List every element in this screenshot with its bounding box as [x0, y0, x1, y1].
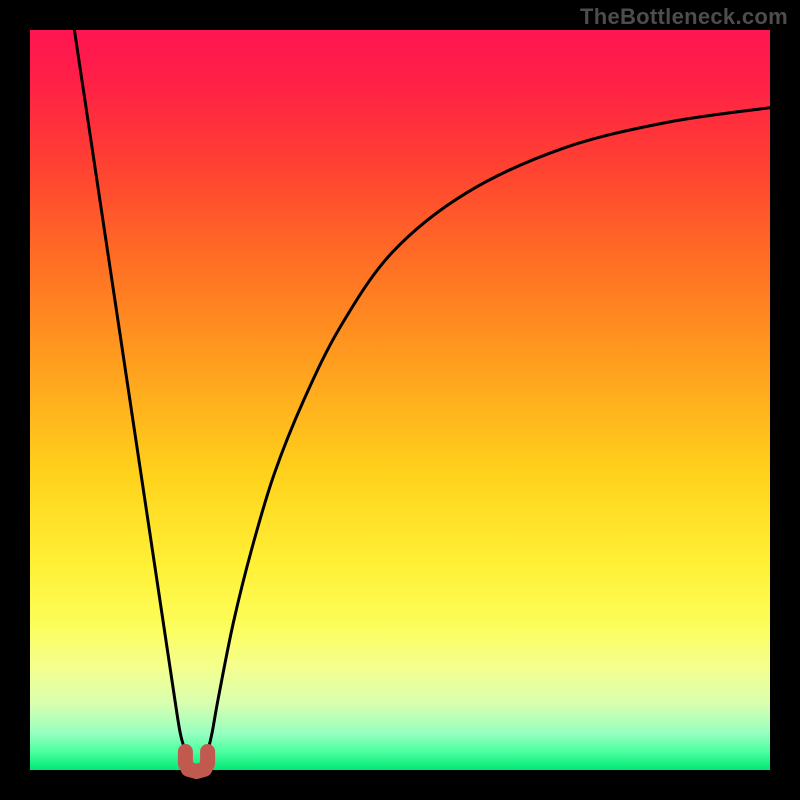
- chart-container: TheBottleneck.com: [0, 0, 800, 800]
- bottleneck-chart: [0, 0, 800, 800]
- plot-background: [30, 30, 770, 770]
- watermark-text: TheBottleneck.com: [580, 4, 788, 30]
